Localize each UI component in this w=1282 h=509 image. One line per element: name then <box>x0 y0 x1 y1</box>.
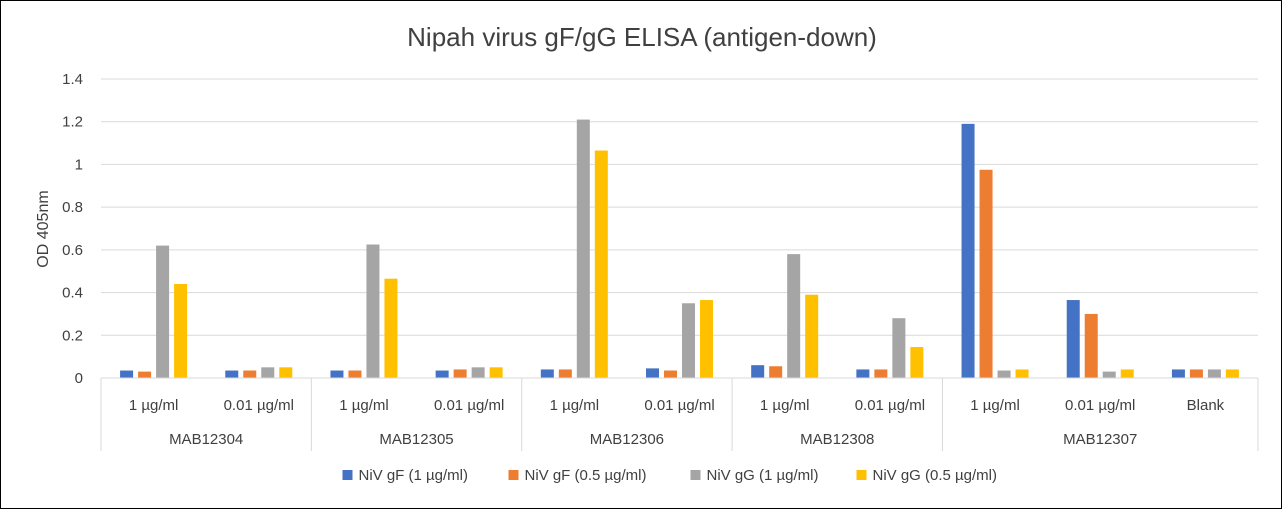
y-tick-label: 1.2 <box>62 114 83 131</box>
bar <box>979 169 993 378</box>
x-tick-label: 1 µg/ml <box>550 397 600 414</box>
bars <box>120 119 1239 378</box>
legend: NiV gF (1 µg/ml) NiV gF (0.5 µg/ml) NiV gG… <box>342 467 998 484</box>
bar <box>1015 369 1029 378</box>
bar <box>279 367 293 378</box>
legend-swatch <box>342 470 353 480</box>
x-tick-label: 0.01 µg/ml <box>434 397 504 414</box>
bar <box>769 366 783 378</box>
y-tick-label: 0.6 <box>62 242 83 259</box>
legend-label: NiV gG (0.5 µg/ml) <box>873 467 998 484</box>
legend-swatch <box>690 470 701 480</box>
bar <box>1084 313 1098 378</box>
bar <box>892 318 906 378</box>
x-tick-label: 1 µg/ml <box>339 397 389 414</box>
bar <box>156 245 170 378</box>
x-group-label: MAB12306 <box>590 431 664 448</box>
x-tick-label: 0.01 µg/ml <box>855 397 925 414</box>
bar <box>1207 369 1221 378</box>
legend-swatch <box>508 470 519 480</box>
bar <box>1189 369 1203 378</box>
legend-item: NiV gF (0.5 µg/ml) <box>508 467 647 484</box>
gridlines <box>101 78 1258 379</box>
legend-label: NiV gF (0.5 µg/ml) <box>525 467 647 484</box>
bar <box>1171 369 1185 378</box>
y-tick-label: 1.4 <box>62 71 83 88</box>
bar <box>366 244 380 378</box>
bar <box>489 367 503 378</box>
x-tick-label: Blank <box>1187 397 1225 414</box>
x-tick-label: 0.01 µg/ml <box>224 397 294 414</box>
bar <box>1120 369 1134 378</box>
y-tick-label: 0.2 <box>62 327 83 344</box>
y-tick-label: 0 <box>75 370 83 387</box>
bar <box>138 371 152 378</box>
bar <box>787 254 801 378</box>
bar <box>558 369 572 378</box>
x-group-label: MAB12307 <box>1063 431 1137 448</box>
legend-label: NiV gF (1 µg/ml) <box>359 467 469 484</box>
x-tick-label: 1 µg/ml <box>129 397 179 414</box>
bar <box>700 300 713 378</box>
bar <box>1066 300 1080 378</box>
bar <box>384 278 398 378</box>
bar <box>1225 369 1239 378</box>
bar <box>225 370 239 378</box>
bar <box>594 150 608 378</box>
x-tick-label: 1 µg/ml <box>970 397 1020 414</box>
bar <box>682 303 695 378</box>
legend-item: NiV gF (1 µg/ml) <box>342 467 469 484</box>
x-axis: 1 µg/ml 0.01 µg/ml 1 µg/ml 0.01 µg/ml 1 µg/m… <box>100 377 1259 451</box>
bar <box>540 369 554 378</box>
y-axis-ticks: 0 0.2 0.4 0.6 0.8 1 1.2 1.4 <box>62 71 83 387</box>
bar <box>471 367 485 378</box>
bar <box>664 370 677 378</box>
bar <box>874 369 888 378</box>
bar <box>435 370 449 378</box>
y-axis-title: OD 405nm <box>35 190 52 267</box>
bar <box>1102 371 1116 378</box>
bar <box>174 284 188 378</box>
x-group-label: MAB12304 <box>169 431 243 448</box>
x-tick-label: 1 µg/ml <box>760 397 810 414</box>
bar <box>348 370 362 378</box>
bar <box>856 369 870 378</box>
y-tick-label: 0.4 <box>62 285 83 302</box>
bar <box>910 347 924 378</box>
bar <box>120 370 134 378</box>
bar <box>805 294 819 378</box>
bar <box>961 123 975 378</box>
bar <box>576 119 590 378</box>
x-group-label: MAB12305 <box>379 431 453 448</box>
legend-item: NiV gG (1 µg/ml) <box>690 467 819 484</box>
y-tick-label: 1 <box>75 156 83 173</box>
bar <box>243 370 257 378</box>
legend-item: NiV gG (0.5 µg/ml) <box>856 467 998 484</box>
bar <box>997 370 1011 378</box>
bar <box>646 368 659 378</box>
chart-title: Nipah virus gF/gG ELISA (antigen-down) <box>407 22 877 52</box>
legend-label: NiV gG (1 µg/ml) <box>707 467 819 484</box>
bar <box>751 365 765 378</box>
x-tick-label: 0.01 µg/ml <box>1065 397 1135 414</box>
x-tick-label: 0.01 µg/ml <box>644 397 714 414</box>
y-tick-label: 0.8 <box>62 199 83 216</box>
bar <box>330 370 344 378</box>
bar <box>261 367 275 378</box>
bar <box>453 369 467 378</box>
legend-swatch <box>856 470 867 480</box>
x-group-label: MAB12308 <box>800 431 874 448</box>
